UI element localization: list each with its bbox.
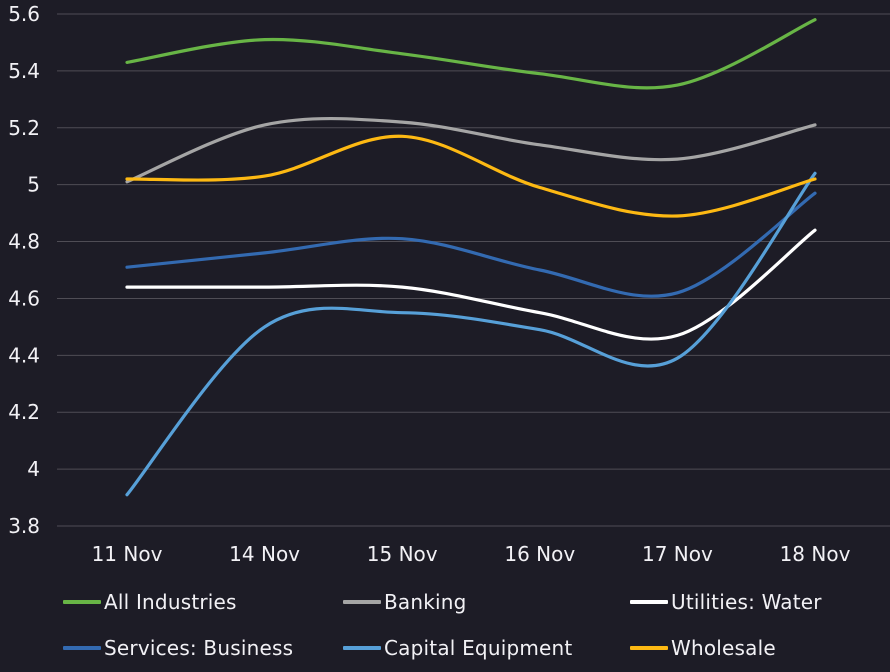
legend-label: Utilities: Water: [671, 590, 822, 614]
series-line-banking: [125, 116, 817, 184]
legend-item-all-industries[interactable]: All Industries: [63, 590, 237, 614]
legend-label: Wholesale: [671, 636, 776, 660]
legend-label: All Industries: [104, 590, 237, 614]
y-axis-tick-label: 4.4: [8, 343, 40, 367]
legend-label: Services: Business: [104, 636, 294, 660]
legend-swatch-capital-equipment: [343, 646, 381, 650]
y-axis-tick-label: 4.6: [8, 286, 40, 310]
legend-item-banking[interactable]: Banking: [343, 590, 467, 614]
y-axis-tick-label: 5.2: [8, 116, 40, 140]
x-axis-tick-label: 14 Nov: [229, 542, 300, 566]
y-axis-tick-label: 3.8: [8, 514, 40, 538]
legend-label: Banking: [384, 590, 467, 614]
series-line-services-business: [125, 191, 817, 298]
series-line-utilities-water: [125, 228, 817, 341]
legend-swatch-utilities-water: [630, 600, 668, 604]
legend-swatch-banking: [343, 600, 381, 604]
x-axis-tick-label: 15 Nov: [367, 542, 438, 566]
series-line-all-industries: [125, 18, 817, 90]
y-axis-tick-label: 5.4: [8, 59, 40, 83]
y-axis-tick-label: 5: [27, 173, 40, 197]
series-line-capital-equipment: [125, 171, 817, 497]
y-axis-tick-label: 4: [27, 457, 40, 481]
legend-swatch-all-industries: [63, 600, 101, 604]
legend-swatch-services-business: [63, 646, 101, 650]
x-axis-tick-label: 16 Nov: [504, 542, 575, 566]
y-axis-tick-label: 4.8: [8, 230, 40, 254]
y-axis-tick-label: 5.6: [8, 2, 40, 26]
y-axis-tick-label: 4.2: [8, 400, 40, 424]
legend-label: Capital Equipment: [384, 636, 573, 660]
x-axis-tick-label: 17 Nov: [642, 542, 713, 566]
x-axis-tick-label: 18 Nov: [780, 542, 851, 566]
legend-item-utilities-water[interactable]: Utilities: Water: [630, 590, 822, 614]
x-axis-tick-label: 11 Nov: [92, 542, 163, 566]
legend-item-services-business[interactable]: Services: Business: [63, 636, 293, 660]
legend-item-capital-equipment[interactable]: Capital Equipment: [343, 636, 572, 660]
series-line-wholesale: [125, 134, 817, 218]
legend-swatch-wholesale: [630, 646, 668, 650]
legend-item-wholesale[interactable]: Wholesale: [630, 636, 776, 660]
